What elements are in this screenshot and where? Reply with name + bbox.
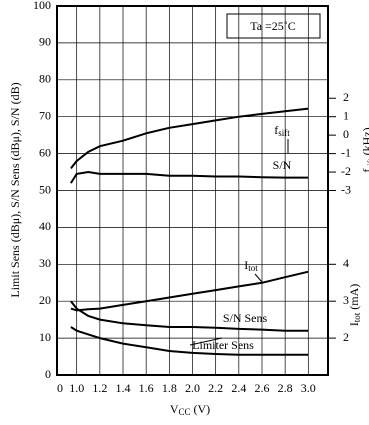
y-tick-label: 60 bbox=[39, 145, 51, 159]
curve-label: Limiter Sens bbox=[192, 338, 254, 352]
y2-axis-label: fsift (kHz) bbox=[360, 127, 369, 172]
x-tick-label: 2.8 bbox=[278, 381, 293, 395]
y2-tick-label: 2 bbox=[343, 90, 349, 104]
y-tick-label: 40 bbox=[39, 219, 51, 233]
curve bbox=[70, 170, 309, 184]
y-tick-label: 90 bbox=[39, 35, 51, 49]
label-main: S/N Sens bbox=[223, 311, 268, 325]
x-tick-label: 3.0 bbox=[301, 381, 316, 395]
label-main: S/N bbox=[273, 158, 292, 172]
y2-tick-label: -2 bbox=[341, 164, 351, 178]
label-connector bbox=[254, 273, 263, 283]
y-tick-label: 10 bbox=[39, 330, 51, 344]
label-main: I bbox=[244, 258, 248, 272]
x-tick-label: 1.2 bbox=[92, 381, 107, 395]
y-tick-label: 0 bbox=[45, 367, 51, 381]
label-main: f bbox=[274, 123, 278, 137]
label-main: Limiter Sens bbox=[192, 338, 254, 352]
annotation-box bbox=[226, 13, 321, 39]
y-tick-label: 70 bbox=[39, 108, 51, 122]
y-tick-label: 20 bbox=[39, 293, 51, 307]
x-axis-label: VCC (V) bbox=[170, 402, 210, 417]
x-tick-label: 1.8 bbox=[162, 381, 177, 395]
x-tick-label: 2.4 bbox=[231, 381, 246, 395]
curve bbox=[70, 326, 309, 356]
y3-tick-label: 4 bbox=[343, 256, 349, 270]
y-axis-label: Limit Sens (dBμ), S/N Sens (dBμ), S/N (d… bbox=[8, 82, 22, 297]
y-tick-label: 100 bbox=[33, 0, 51, 12]
x-tick-label: 2.0 bbox=[185, 381, 200, 395]
label-sub: sift bbox=[278, 128, 290, 138]
curve bbox=[70, 300, 309, 332]
y3-tick-label: 3 bbox=[343, 293, 349, 307]
x-origin-label: 0 bbox=[57, 381, 63, 395]
y-tick-label: 50 bbox=[39, 182, 51, 196]
x-tick-label: 2.2 bbox=[208, 381, 223, 395]
y3-tick-label: 2 bbox=[343, 330, 349, 344]
x-tick-label: 1.0 bbox=[69, 381, 84, 395]
y-tick-label: 80 bbox=[39, 72, 51, 86]
y-tick-label: 30 bbox=[39, 256, 51, 270]
curve-label: S/N Sens bbox=[223, 311, 268, 325]
y2-tick-label: -3 bbox=[341, 182, 351, 196]
curve-label: S/N bbox=[273, 158, 292, 172]
curve bbox=[70, 107, 309, 170]
y2-tick-label: 0 bbox=[343, 127, 349, 141]
y2-tick-label: -1 bbox=[341, 145, 351, 159]
plot-frame bbox=[56, 5, 329, 376]
curve bbox=[70, 270, 309, 312]
annotation: Ta =25˚C bbox=[250, 19, 296, 33]
y2-tick-label: 1 bbox=[343, 108, 349, 122]
label-connector bbox=[189, 337, 223, 346]
label-sub: tot bbox=[248, 263, 258, 273]
curve-label: fsift bbox=[274, 123, 290, 138]
y3-axis-label: Itot (mA) bbox=[347, 284, 362, 327]
x-tick-label: 1.4 bbox=[116, 381, 131, 395]
x-tick-label: 1.6 bbox=[139, 381, 154, 395]
curve-label: Itot bbox=[244, 258, 258, 273]
x-tick-label: 2.6 bbox=[254, 381, 269, 395]
